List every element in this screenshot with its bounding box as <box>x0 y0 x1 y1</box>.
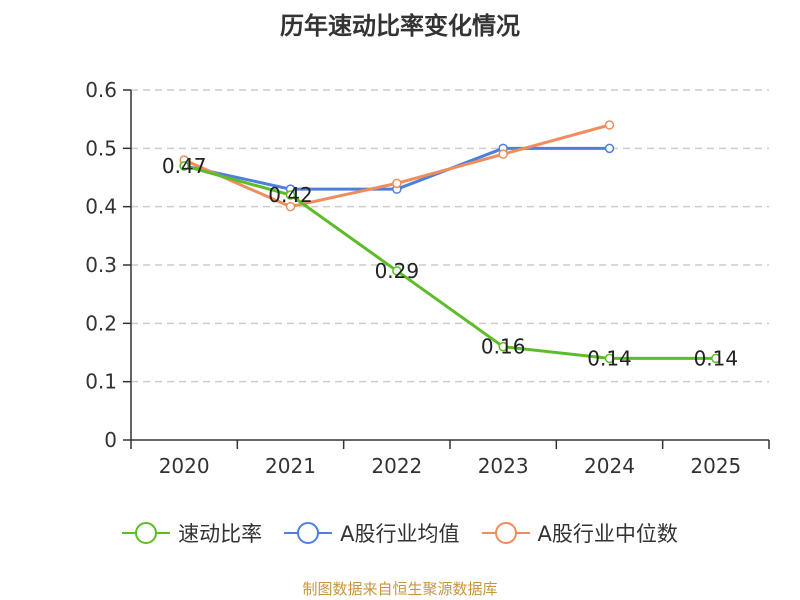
data-label: 0.14 <box>587 346 632 370</box>
legend-label-quick-ratio: 速动比率 <box>178 522 263 546</box>
data-point-2 <box>285 201 296 212</box>
data-source-note: 制图数据来自恒生聚源数据库 <box>302 580 498 598</box>
y-tick-label: 0.4 <box>85 195 117 219</box>
series-line-0 <box>183 164 716 360</box>
data-point-2 <box>392 178 402 189</box>
y-tick-label: 0.3 <box>85 253 117 277</box>
x-tick-label: 2025 <box>690 454 741 478</box>
legend-item-industry-median[interactable]: A股行业中位数 <box>481 518 678 548</box>
data-point-2 <box>498 149 508 159</box>
data-point-1 <box>604 143 615 154</box>
data-label: 0.14 <box>694 346 739 370</box>
x-tick-label: 2022 <box>371 454 422 478</box>
legend-item-industry-mean[interactable]: A股行业均值 <box>284 518 460 548</box>
y-tick-label: 0.5 <box>85 136 117 160</box>
legend-label-industry-mean: A股行业均值 <box>340 522 460 546</box>
data-point-2 <box>604 120 615 130</box>
data-label: 0.47 <box>162 154 207 178</box>
data-label: 0.16 <box>481 335 526 359</box>
y-tick-label: 0.2 <box>85 311 117 335</box>
y-tick-label: 0.1 <box>85 370 117 394</box>
data-point-0 <box>604 353 615 364</box>
data-point-0 <box>498 341 508 352</box>
y-tick-label: 0.6 <box>85 78 117 102</box>
data-point-0 <box>392 266 402 276</box>
legend-label-industry-median: A股行业中位数 <box>537 522 678 546</box>
chart-legend: 速动比率 A股行业均值 A股行业中位数 <box>0 518 800 548</box>
legend-item-quick-ratio[interactable]: 速动比率 <box>122 518 262 548</box>
data-label: 0.29 <box>375 259 420 283</box>
data-label: 0.42 <box>268 183 313 207</box>
data-point-0 <box>285 190 296 200</box>
series-line-2 <box>183 123 610 209</box>
x-tick-label: 2024 <box>584 454 635 478</box>
data-point-0 <box>711 353 721 364</box>
data-point-0 <box>179 161 189 171</box>
legend-swatch-industry-mean-icon <box>284 522 333 544</box>
x-tick-label: 2020 <box>159 454 210 478</box>
legend-swatch-industry-median-icon <box>481 522 530 544</box>
x-tick-label: 2021 <box>265 454 316 478</box>
x-tick-label: 2023 <box>478 454 529 478</box>
legend-swatch-quick-ratio-icon <box>122 522 171 544</box>
chart-title: 历年速动比率变化情况 <box>280 12 520 40</box>
y-tick-label: 0 <box>104 428 117 452</box>
